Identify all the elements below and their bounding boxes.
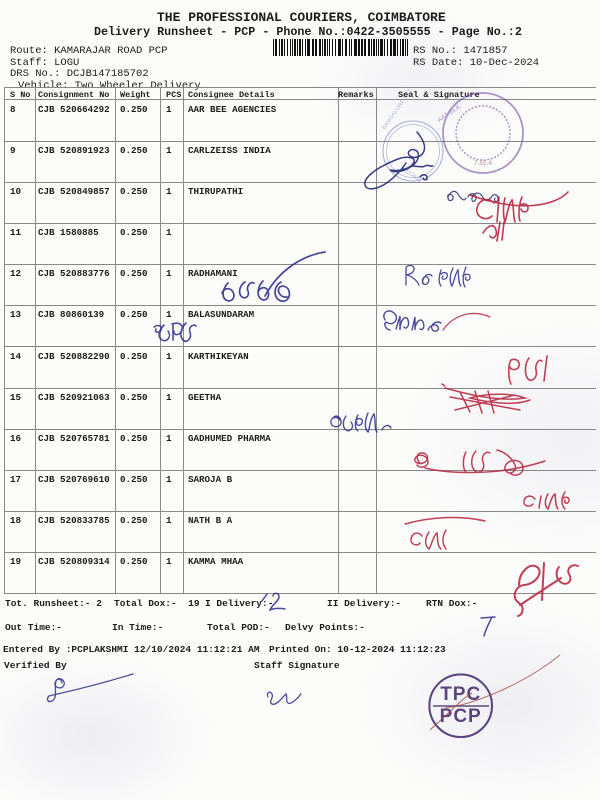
svg-text:TPC: TPC [440, 684, 481, 705]
svg-text:AAA BLK: AAA BLK [436, 103, 462, 124]
svg-text:7.85.4: 7.85.4 [474, 160, 492, 167]
svg-text:PCP: PCP [440, 706, 482, 727]
